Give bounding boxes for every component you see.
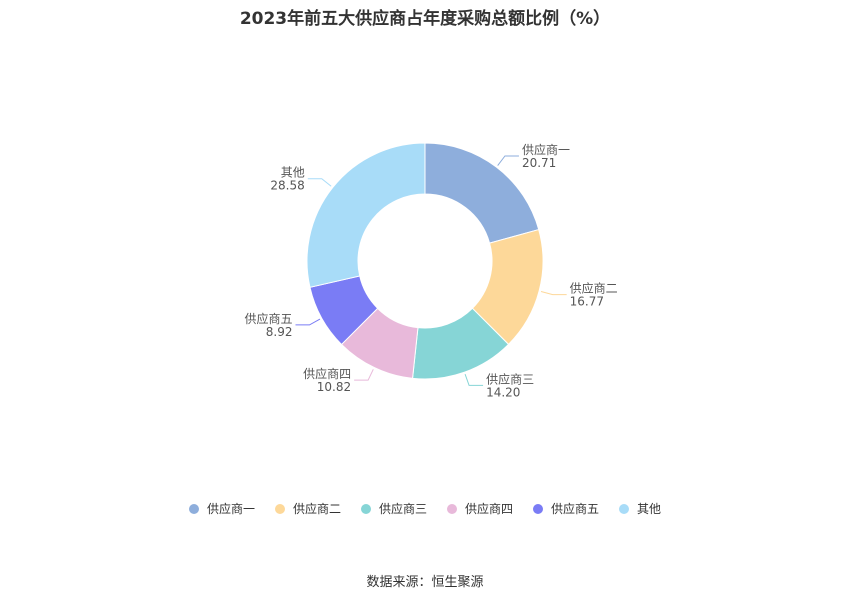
legend-item-4[interactable]: 供应商四 <box>447 500 513 517</box>
legend-label: 供应商四 <box>465 502 514 516</box>
slice-value-label-6: 28.58 <box>270 179 304 193</box>
legend-label: 供应商五 <box>551 502 600 516</box>
slice-value-label-4: 10.82 <box>317 380 351 394</box>
leader-line-6 <box>307 178 332 187</box>
legend-item-5[interactable]: 供应商五 <box>533 500 599 517</box>
leader-line-2 <box>540 291 567 296</box>
data-source: 数据来源：恒生聚源 <box>366 575 484 590</box>
leader-line-1 <box>497 155 519 166</box>
slice-category-label-2: 供应商二 <box>570 281 618 296</box>
slice-category-label-5: 供应商五 <box>244 311 292 326</box>
slice-category-label-4: 供应商四 <box>303 366 351 381</box>
legend-dot-icon <box>274 503 285 514</box>
legend-item-6[interactable]: 其他 <box>619 500 661 517</box>
slice-category-label-1: 供应商一 <box>522 142 570 157</box>
legend-dot-icon <box>619 503 630 514</box>
slice-value-label-5: 8.92 <box>266 325 293 339</box>
legend-item-3[interactable]: 供应商三 <box>360 500 427 517</box>
legend-item-2[interactable]: 供应商二 <box>274 500 341 517</box>
legend-dot-icon <box>188 503 199 514</box>
leader-line-4 <box>354 369 374 381</box>
legend-label: 供应商一 <box>206 502 255 516</box>
slice-value-label-2: 16.77 <box>570 295 604 309</box>
chart-legend: 供应商一 供应商二 供应商三 供应商四 供应商五 其他 <box>0 500 850 517</box>
slice-value-label-1: 20.71 <box>522 156 556 170</box>
donut-slice-6[interactable] <box>306 142 426 288</box>
legend-item-1[interactable]: 供应商一 <box>188 500 255 517</box>
slice-category-label-6: 其他 <box>281 166 305 180</box>
legend-label: 供应商二 <box>292 502 341 516</box>
chart-title: 2023年前五大供应商占年度采购总额比例（%） <box>239 9 611 29</box>
legend-dot-icon <box>533 503 544 514</box>
legend-label: 供应商三 <box>378 502 427 516</box>
legend-dot-icon <box>447 503 457 514</box>
slice-value-label-3: 14.20 <box>486 385 520 399</box>
slice-category-label-3: 供应商三 <box>486 371 534 386</box>
legend-dot-icon <box>360 503 371 514</box>
leader-line-3 <box>464 373 484 386</box>
leader-line-5 <box>295 318 321 326</box>
legend-label: 其他 <box>637 502 662 516</box>
